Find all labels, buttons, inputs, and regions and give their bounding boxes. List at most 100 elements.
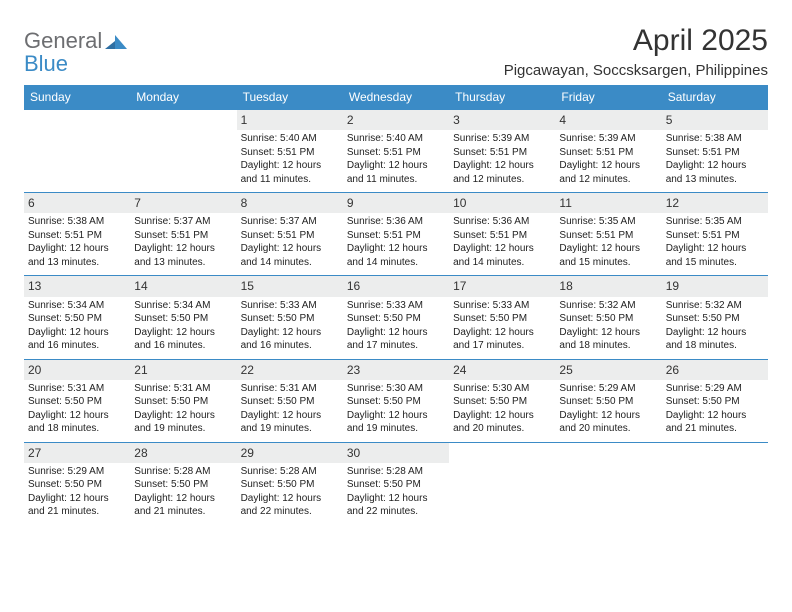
- day-number: 9: [343, 192, 449, 213]
- daylight-line: Daylight: 12 hours and 12 minutes.: [559, 159, 657, 186]
- sunrise-line: Sunrise: 5:31 AM: [134, 382, 232, 396]
- daylight-line: Daylight: 12 hours and 18 minutes.: [666, 326, 764, 353]
- day-number: [130, 109, 236, 130]
- daylight-line: Daylight: 12 hours and 21 minutes.: [666, 409, 764, 436]
- daylight-line: Daylight: 12 hours and 14 minutes.: [347, 242, 445, 269]
- day-cell: 27 Sunrise: 5:29 AMSunset: 5:50 PMDayligh…: [24, 442, 130, 525]
- day-cell: 14 Sunrise: 5:34 AMSunset: 5:50 PMDayligh…: [130, 275, 236, 358]
- daylight-line: Daylight: 12 hours and 16 minutes.: [28, 326, 126, 353]
- day-number: 14: [130, 275, 236, 296]
- sunset-line: Sunset: 5:51 PM: [28, 229, 126, 243]
- day-cell: 1Sunrise: 5:40 AMSunset: 5:51 PMDaylight…: [237, 109, 343, 192]
- day-cell-empty: [555, 442, 661, 525]
- weekday-header: Monday: [130, 85, 236, 109]
- sunset-line: Sunset: 5:51 PM: [241, 146, 339, 160]
- day-number: [555, 442, 661, 463]
- sunset-line: Sunset: 5:51 PM: [241, 229, 339, 243]
- day-number: 24: [449, 359, 555, 380]
- sunset-line: Sunset: 5:51 PM: [347, 229, 445, 243]
- day-number: [662, 442, 768, 463]
- daylight-line: Daylight: 12 hours and 12 minutes.: [453, 159, 551, 186]
- daylight-line: Daylight: 12 hours and 21 minutes.: [134, 492, 232, 519]
- day-cell: 4Sunrise: 5:39 AMSunset: 5:51 PMDaylight…: [555, 109, 661, 192]
- sunset-line: Sunset: 5:50 PM: [134, 312, 232, 326]
- sunset-line: Sunset: 5:51 PM: [559, 229, 657, 243]
- sunrise-line: Sunrise: 5:31 AM: [241, 382, 339, 396]
- week-row: 20Sunrise: 5:31 AMSunset: 5:50 PMDayligh…: [24, 359, 768, 442]
- sunset-line: Sunset: 5:50 PM: [453, 312, 551, 326]
- brand-word-2: Blue: [24, 51, 68, 76]
- month-title: April 2025: [504, 24, 768, 58]
- sunrise-line: Sunrise: 5:30 AM: [453, 382, 551, 396]
- day-number: [24, 109, 130, 130]
- daylight-line: Daylight: 12 hours and 17 minutes.: [453, 326, 551, 353]
- day-cell: 26 Sunrise: 5:29 AMSunset: 5:50 PMDayligh…: [662, 359, 768, 442]
- sunset-line: Sunset: 5:50 PM: [666, 312, 764, 326]
- week-row: 13Sunrise: 5:34 AMSunset: 5:50 PMDayligh…: [24, 275, 768, 358]
- daylight-line: Daylight: 12 hours and 19 minutes.: [347, 409, 445, 436]
- week-row: 1Sunrise: 5:40 AMSunset: 5:51 PMDaylight…: [24, 109, 768, 192]
- daylight-line: Daylight: 12 hours and 22 minutes.: [241, 492, 339, 519]
- sunrise-line: Sunrise: 5:28 AM: [134, 465, 232, 479]
- calendar-page: General Blue April 2025 Pigcawayan, Socc…: [0, 0, 792, 525]
- daylight-line: Daylight: 12 hours and 21 minutes.: [28, 492, 126, 519]
- sunset-line: Sunset: 5:50 PM: [347, 395, 445, 409]
- sunset-line: Sunset: 5:50 PM: [666, 395, 764, 409]
- day-cell: 9Sunrise: 5:36 AMSunset: 5:51 PMDaylight…: [343, 192, 449, 275]
- day-number: 26: [662, 359, 768, 380]
- sunset-line: Sunset: 5:50 PM: [28, 478, 126, 492]
- sunrise-line: Sunrise: 5:28 AM: [241, 465, 339, 479]
- day-number: 20: [24, 359, 130, 380]
- day-number: 18: [555, 275, 661, 296]
- day-number: 23: [343, 359, 449, 380]
- day-number: 11: [555, 192, 661, 213]
- sunrise-line: Sunrise: 5:31 AM: [28, 382, 126, 396]
- day-cell: 5Sunrise: 5:38 AMSunset: 5:51 PMDaylight…: [662, 109, 768, 192]
- day-number: 13: [24, 275, 130, 296]
- daylight-line: Daylight: 12 hours and 19 minutes.: [241, 409, 339, 436]
- sunrise-line: Sunrise: 5:29 AM: [28, 465, 126, 479]
- daylight-line: Daylight: 12 hours and 16 minutes.: [134, 326, 232, 353]
- sunrise-line: Sunrise: 5:33 AM: [347, 299, 445, 313]
- day-number: 4: [555, 109, 661, 130]
- day-cell-empty: [449, 442, 555, 525]
- weeks-container: 1Sunrise: 5:40 AMSunset: 5:51 PMDaylight…: [24, 109, 768, 525]
- sunrise-line: Sunrise: 5:32 AM: [559, 299, 657, 313]
- sunset-line: Sunset: 5:50 PM: [559, 395, 657, 409]
- daylight-line: Daylight: 12 hours and 13 minutes.: [28, 242, 126, 269]
- weekday-header: Tuesday: [237, 85, 343, 109]
- sunrise-line: Sunrise: 5:40 AM: [241, 132, 339, 146]
- sunrise-line: Sunrise: 5:29 AM: [559, 382, 657, 396]
- sunset-line: Sunset: 5:50 PM: [134, 395, 232, 409]
- day-cell: 13Sunrise: 5:34 AMSunset: 5:50 PMDayligh…: [24, 275, 130, 358]
- sunrise-line: Sunrise: 5:37 AM: [134, 215, 232, 229]
- day-number: 27: [24, 442, 130, 463]
- sunset-line: Sunset: 5:51 PM: [666, 229, 764, 243]
- daylight-line: Daylight: 12 hours and 18 minutes.: [28, 409, 126, 436]
- daylight-line: Daylight: 12 hours and 13 minutes.: [134, 242, 232, 269]
- day-cell: 7Sunrise: 5:37 AMSunset: 5:51 PMDaylight…: [130, 192, 236, 275]
- sunrise-line: Sunrise: 5:34 AM: [134, 299, 232, 313]
- day-cell: 17Sunrise: 5:33 AMSunset: 5:50 PMDayligh…: [449, 275, 555, 358]
- sunrise-line: Sunrise: 5:35 AM: [666, 215, 764, 229]
- sunrise-line: Sunrise: 5:29 AM: [666, 382, 764, 396]
- day-number: 12: [662, 192, 768, 213]
- day-cell: 24Sunrise: 5:30 AMSunset: 5:50 PMDayligh…: [449, 359, 555, 442]
- day-number: 16: [343, 275, 449, 296]
- week-row: 27Sunrise: 5:29 AMSunset: 5:50 PMDayligh…: [24, 442, 768, 525]
- day-cell: 3Sunrise: 5:39 AMSunset: 5:51 PMDaylight…: [449, 109, 555, 192]
- sunrise-line: Sunrise: 5:33 AM: [241, 299, 339, 313]
- daylight-line: Daylight: 12 hours and 11 minutes.: [241, 159, 339, 186]
- day-number: 30: [343, 442, 449, 463]
- day-number: 6: [24, 192, 130, 213]
- weekday-header: Sunday: [24, 85, 130, 109]
- day-cell: 11Sunrise: 5:35 AMSunset: 5:51 PMDayligh…: [555, 192, 661, 275]
- header: General Blue April 2025 Pigcawayan, Socc…: [24, 24, 768, 79]
- day-cell: 23Sunrise: 5:30 AMSunset: 5:50 PMDayligh…: [343, 359, 449, 442]
- weekday-header-row: SundayMondayTuesdayWednesdayThursdayFrid…: [24, 85, 768, 109]
- daylight-line: Daylight: 12 hours and 15 minutes.: [666, 242, 764, 269]
- day-cell: 21Sunrise: 5:31 AMSunset: 5:50 PMDayligh…: [130, 359, 236, 442]
- day-cell: 15Sunrise: 5:33 AMSunset: 5:50 PMDayligh…: [237, 275, 343, 358]
- sunrise-line: Sunrise: 5:39 AM: [559, 132, 657, 146]
- weekday-header: Saturday: [662, 85, 768, 109]
